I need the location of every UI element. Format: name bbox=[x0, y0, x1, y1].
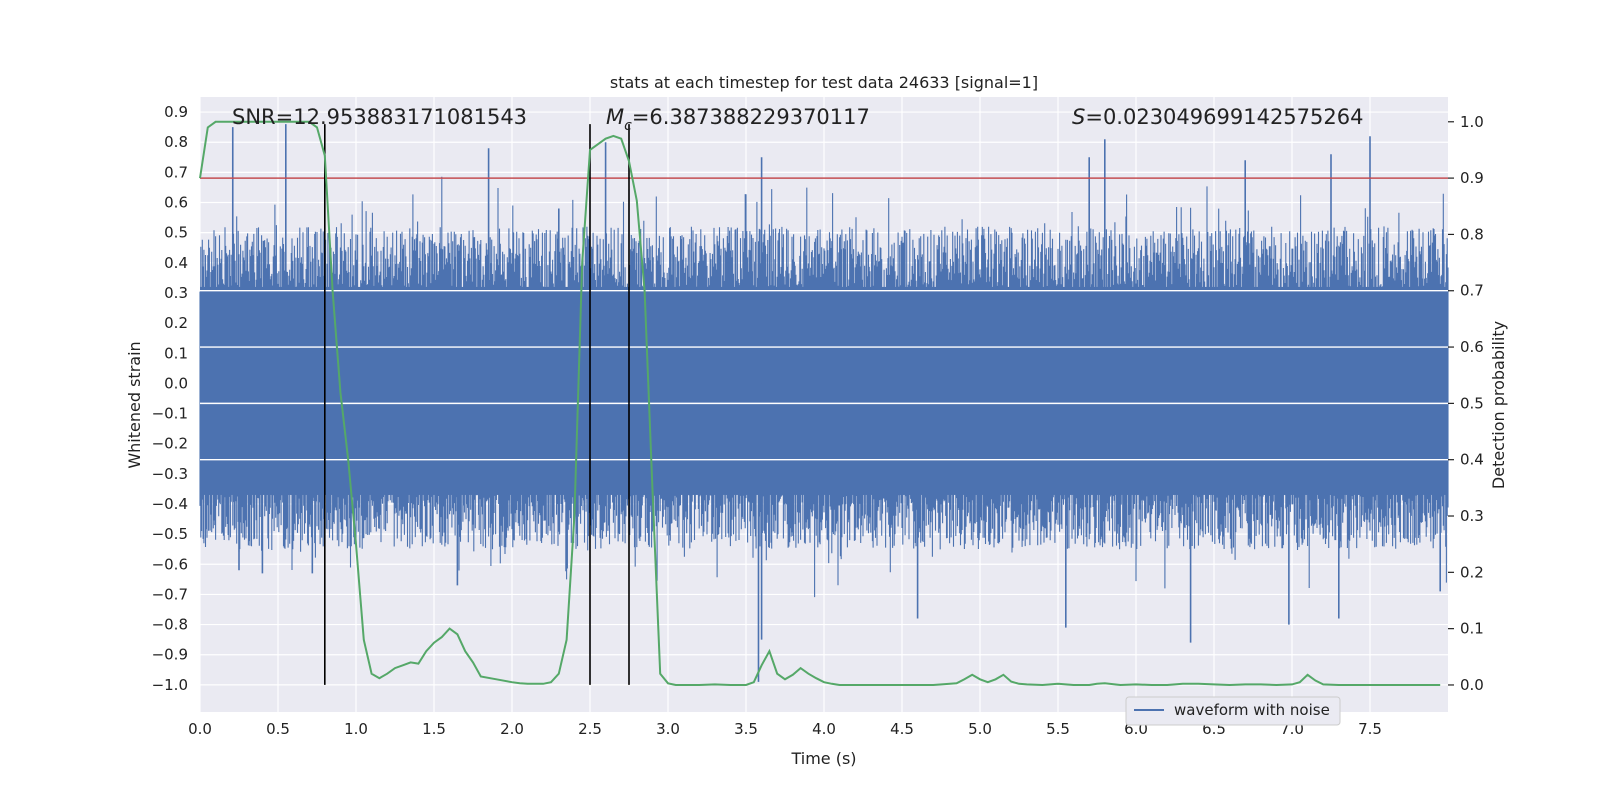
y-left-tick-label: 0.2 bbox=[164, 314, 188, 332]
y-left-tick-label: −0.5 bbox=[152, 525, 188, 543]
y-right-tick-label: 0.6 bbox=[1460, 338, 1484, 356]
chirp-mass-annotation: Mc=6.387388229370117 bbox=[606, 105, 870, 134]
x-tick-label: 0.5 bbox=[266, 720, 290, 738]
x-tick-label: 7.5 bbox=[1358, 720, 1382, 738]
legend: waveform with noise bbox=[1125, 696, 1341, 726]
y-right-tick-label: 1.0 bbox=[1460, 113, 1484, 131]
y-left-tick-label: 0.4 bbox=[164, 254, 188, 272]
y-left-tick-label: 0.9 bbox=[164, 103, 188, 121]
y-left-tick-label: −0.2 bbox=[152, 435, 188, 453]
y-axis-right-label: Detection probability bbox=[1489, 321, 1508, 489]
y-left-tick-label: 0.7 bbox=[164, 163, 188, 181]
markers bbox=[200, 124, 1448, 685]
x-tick-label: 4.5 bbox=[890, 720, 914, 738]
y-axis-left-label: Whitened strain bbox=[125, 341, 144, 468]
probability-line bbox=[199, 120, 1441, 687]
y-right-tick-label: 0.3 bbox=[1460, 507, 1484, 525]
mc-value: =6.387388229370117 bbox=[632, 105, 870, 129]
s-symbol: S bbox=[1072, 105, 1085, 129]
x-tick-label: 1.5 bbox=[422, 720, 446, 738]
x-tick-label: 0.0 bbox=[188, 720, 212, 738]
y-right-tick-label: 0.9 bbox=[1460, 169, 1484, 187]
probability-series bbox=[199, 120, 1441, 687]
x-tick-label: 5.0 bbox=[968, 720, 992, 738]
legend-label: waveform with noise bbox=[1174, 701, 1330, 719]
y-left-tick-label: −0.3 bbox=[152, 465, 188, 483]
y-left-tick-label: −0.7 bbox=[152, 585, 188, 603]
y-left-tick-label: 0.0 bbox=[164, 374, 188, 392]
y-left-tick-label: −0.1 bbox=[152, 405, 188, 423]
mc-symbol: M bbox=[606, 105, 624, 129]
legend-box bbox=[1125, 696, 1341, 726]
chart-title: stats at each timestep for test data 246… bbox=[610, 73, 1038, 92]
y-left-tick-label: 0.5 bbox=[164, 224, 188, 242]
y-right-tick-label: 0.1 bbox=[1460, 620, 1484, 638]
y-right-tick-label: 0.8 bbox=[1460, 225, 1484, 243]
y-axis-left-ticks: 0.9 0.8 0.7 0.6 0.5 0.4 0.3 0.2 0.1 0.0 −0.1 −0.2 −0… bbox=[152, 103, 188, 694]
y-left-tick-label: 0.3 bbox=[164, 284, 188, 302]
y-axis-right-ticks: 1.0 0.9 0.8 0.7 0.6 0.5 0.4 0.3 0.2 0.1 0.0 bbox=[1448, 113, 1484, 694]
x-tick-label: 3.5 bbox=[734, 720, 758, 738]
strain-core-band bbox=[200, 286, 1448, 495]
y-left-tick-label: 0.6 bbox=[164, 194, 188, 212]
y-right-tick-label: 0.7 bbox=[1460, 282, 1484, 300]
y-left-tick-label: −1.0 bbox=[152, 676, 188, 694]
s-value: =0.023049699142575264 bbox=[1085, 105, 1363, 129]
y-left-tick-label: −0.4 bbox=[152, 495, 188, 513]
x-tick-label: 4.0 bbox=[812, 720, 836, 738]
y-left-tick-label: −0.9 bbox=[152, 646, 188, 664]
mc-subscript: c bbox=[624, 118, 632, 134]
y-right-tick-label: 0.2 bbox=[1460, 563, 1484, 581]
x-axis-label: Time (s) bbox=[790, 749, 856, 768]
s-annotation: S=0.023049699142575264 bbox=[1072, 105, 1363, 129]
x-tick-label: 2.5 bbox=[578, 720, 602, 738]
strain-series bbox=[199, 124, 1449, 682]
y-left-tick-label: −0.8 bbox=[152, 616, 188, 634]
y-right-tick-label: 0.0 bbox=[1460, 676, 1484, 694]
x-tick-label: 1.0 bbox=[344, 720, 368, 738]
y-right-tick-label: 0.4 bbox=[1460, 451, 1484, 469]
x-tick-label: 5.5 bbox=[1046, 720, 1070, 738]
y-left-tick-label: 0.8 bbox=[164, 133, 188, 151]
x-tick-label: 2.0 bbox=[500, 720, 524, 738]
y-left-tick-label: 0.1 bbox=[164, 344, 188, 362]
x-tick-label: 3.0 bbox=[656, 720, 680, 738]
y-right-tick-label: 0.5 bbox=[1460, 394, 1484, 412]
y-left-tick-label: −0.6 bbox=[152, 555, 188, 573]
snr-annotation: SNR=12.953883171081543 bbox=[232, 105, 527, 129]
